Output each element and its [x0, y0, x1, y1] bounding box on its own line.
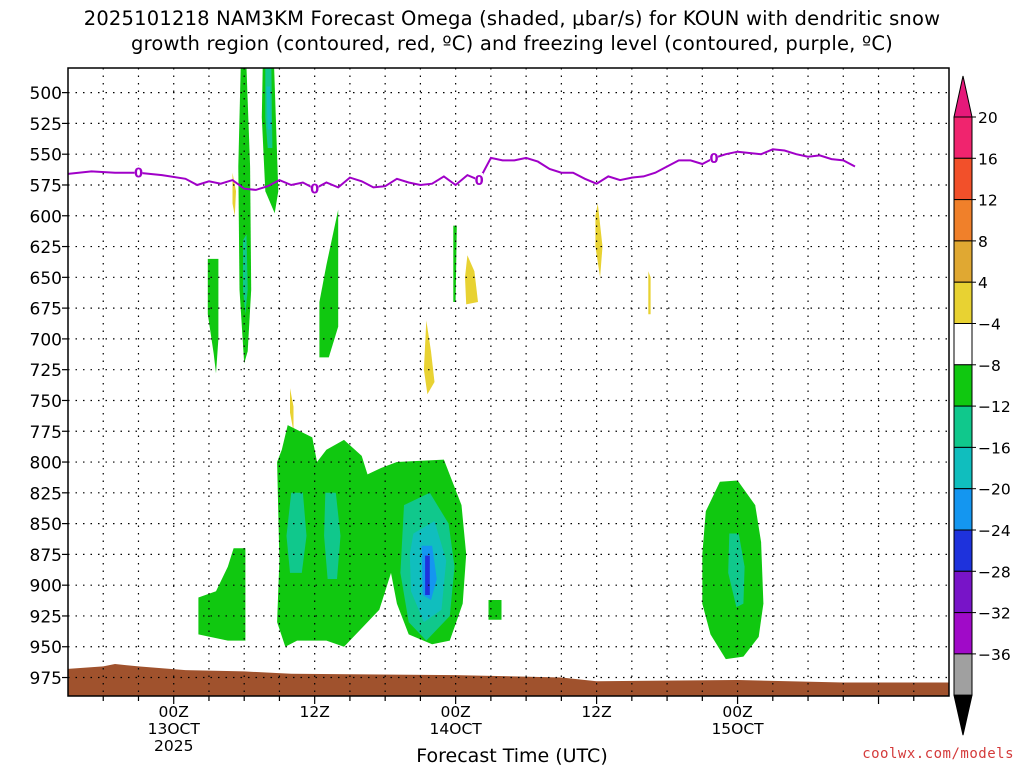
y-tick-label-525: 525: [30, 115, 62, 135]
y-tick-label-650: 650: [30, 269, 62, 289]
colorbar-label-11: −28: [978, 563, 1011, 581]
omega-region-11: [648, 271, 651, 315]
freezing-level-line: [68, 148, 856, 191]
freezing-level-layer: 0 0 0 0: [68, 148, 856, 198]
freezing-label-1: 0: [310, 183, 319, 198]
y-tick-label-750: 750: [30, 392, 62, 412]
x-tick-label-36-0: 12Z: [581, 703, 611, 721]
omega-region-12: [232, 172, 236, 216]
x-tick-label-12-0: 12Z: [300, 703, 330, 721]
colorbar-swatch-10: [953, 529, 973, 572]
y-tick-label-725: 725: [30, 361, 62, 381]
y-tick-label-850: 850: [30, 515, 62, 535]
y-tick-label-550: 550: [30, 146, 62, 166]
y-tick-label-825: 825: [30, 484, 62, 504]
colorbar-swatch-3: [953, 240, 973, 283]
colorbar-swatch-11: [953, 570, 973, 614]
colorbar-top-arrow: [953, 75, 973, 118]
y-tick-label-700: 700: [30, 330, 62, 350]
omega-region-6: [319, 209, 339, 358]
colorbar-swatch-4: [953, 281, 973, 325]
omega-region-8: [465, 255, 478, 305]
x-tick-label-0-0: 00Z: [159, 703, 189, 721]
colorbar: 20 16 12 8 4 −4 −8 −12 −16 −20 −24 −28 −32 −36: [953, 75, 1011, 736]
y-tick-label-625: 625: [30, 238, 62, 258]
omega-region-0: [238, 68, 252, 364]
omega-region-5: [207, 258, 219, 374]
x-axis-label: Forecast Time (UTC): [416, 745, 608, 767]
colorbar-label-10: −24: [978, 522, 1011, 540]
colorbar-swatch-6: [953, 364, 973, 407]
x-tick-label-24-1: 14OCT: [430, 720, 483, 738]
y-tick-label-800: 800: [30, 454, 62, 474]
colorbar-swatch-0: [953, 116, 973, 159]
omega-region-15: [286, 492, 307, 573]
colorbar-label-0: 20: [978, 109, 998, 127]
freezing-label-3: 0: [710, 152, 719, 167]
credit-text: coolwx.com/models: [862, 746, 1014, 762]
y-tick-label-900: 900: [30, 577, 62, 597]
y-tick-label-575: 575: [30, 176, 62, 196]
x-tick-label-48-0: 00Z: [722, 703, 752, 721]
omega-region-10: [595, 203, 603, 278]
freezing-label-0: 0: [134, 167, 143, 182]
freezing-label-bg-0: [134, 165, 143, 179]
colorbar-label-1: 16: [978, 150, 998, 168]
omega-region-21: [198, 548, 246, 641]
colorbar-label-5: −4: [978, 316, 1001, 334]
colorbar-swatch-1: [953, 157, 973, 201]
omega-region-4: [266, 86, 272, 130]
y-tick-label-600: 600: [30, 207, 62, 227]
omega-shaded-regions: [198, 68, 764, 660]
colorbar-label-4: 4: [978, 274, 988, 292]
omega-region-13: [290, 388, 294, 432]
freezing-label-2: 0: [475, 174, 484, 189]
colorbar-label-6: −8: [978, 357, 1001, 375]
colorbar-label-8: −16: [978, 439, 1011, 457]
omega-region-16: [324, 492, 341, 579]
y-tick-label-675: 675: [30, 300, 62, 320]
axes: 500 525 550 575 600 625 650 675 700 725 750 775 800 8…: [30, 84, 915, 755]
terrain-fill: [68, 664, 949, 696]
colorbar-swatch-7: [953, 405, 973, 448]
y-tick-label-925: 925: [30, 607, 62, 627]
omega-region-24: [728, 533, 745, 608]
chart-title-line1: 2025101218 NAM3KM Forecast Omega (shaded…: [83, 7, 941, 30]
x-tick-label-48-1: 15OCT: [711, 720, 764, 738]
colorbar-swatch-8: [953, 446, 973, 490]
colorbar-label-13: −36: [978, 646, 1011, 664]
y-tick-label-950: 950: [30, 638, 62, 658]
y-tick-label-775: 775: [30, 423, 62, 443]
freezing-label-bg-2: [475, 173, 484, 187]
colorbar-label-3: 8: [978, 233, 988, 251]
x-tick-label-24-0: 00Z: [440, 703, 470, 721]
omega-region-20: [425, 555, 430, 595]
y-tick-label-875: 875: [30, 546, 62, 566]
plot-frame: [67, 67, 950, 697]
colorbar-label-7: −12: [978, 398, 1011, 416]
colorbar-label-2: 12: [978, 192, 998, 210]
omega-region-22: [488, 600, 502, 620]
freezing-label-bg-1: [310, 181, 319, 195]
colorbar-label-12: −32: [978, 605, 1011, 623]
colorbar-label-9: −20: [978, 481, 1011, 499]
x-tick-label-0-2: 2025: [154, 737, 193, 755]
colorbar-bottom-arrow: [953, 694, 973, 736]
colorbar-swatch-12: [953, 612, 973, 655]
colorbar-swatch-5: [953, 323, 973, 366]
colorbar-swatch-9: [953, 488, 973, 531]
terrain-layer: [68, 664, 949, 696]
y-tick-label-500: 500: [30, 84, 62, 104]
x-tick-label-0-1: 13OCT: [148, 720, 201, 738]
colorbar-swatch-13: [953, 653, 973, 696]
omega-region-9: [423, 320, 435, 395]
chart-title-line2: growth region (contoured, red, ºC) and f…: [131, 32, 893, 55]
y-tick-label-975: 975: [30, 669, 62, 689]
colorbar-swatch-2: [953, 199, 973, 242]
freezing-label-bg-3: [710, 150, 719, 164]
